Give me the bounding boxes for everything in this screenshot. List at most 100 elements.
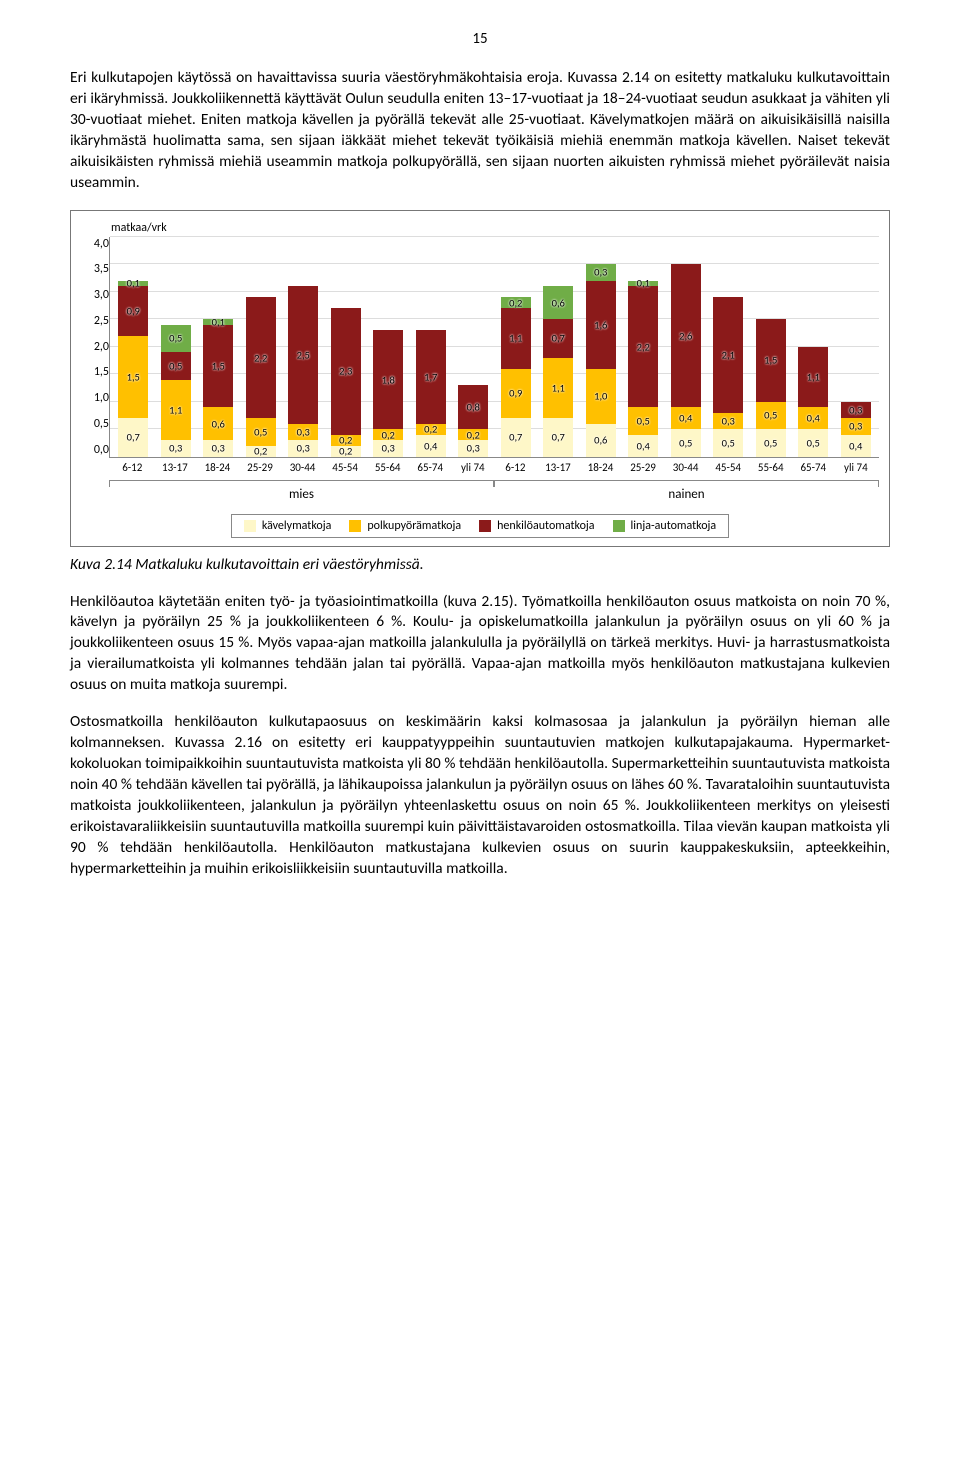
legend-label: polkupyörämatkoja xyxy=(367,519,461,533)
bar-value-label: 0,2 xyxy=(467,428,480,441)
ytick-label: 1,5 xyxy=(94,365,109,379)
bar-segment-walk: 0,7 xyxy=(501,418,531,457)
bar-segment-bike: 0,5 xyxy=(756,402,786,430)
bar-slot: 0,40,30,3 xyxy=(835,237,878,457)
bar-value-label: 0,1 xyxy=(212,315,225,328)
bar-slot: 0,30,32,5 xyxy=(282,237,325,457)
bar-segment-bus: 0,3 xyxy=(586,264,616,281)
bar-segment-walk: 0,3 xyxy=(288,440,318,457)
bar-value-label: 1,1 xyxy=(509,332,522,345)
paragraph-3: Ostosmatkoilla henkilöauton kulkutapaosu… xyxy=(70,712,890,879)
bar: 0,50,42,6 xyxy=(671,264,701,457)
bar-value-label: 0,7 xyxy=(127,431,140,444)
bar-value-label: 0,2 xyxy=(254,445,267,458)
bar: 0,30,20,8 xyxy=(458,385,488,457)
bar-value-label: 0,4 xyxy=(679,412,692,425)
bar-segment-car: 2,3 xyxy=(331,308,361,435)
bar-segment-car: 1,8 xyxy=(373,330,403,429)
bar: 0,61,01,60,3 xyxy=(586,264,616,457)
bar-value-label: 0,3 xyxy=(297,425,310,438)
bar-segment-walk: 0,4 xyxy=(628,435,658,457)
chart-group-axis: miesnainen xyxy=(109,480,879,502)
bar-value-label: 0,4 xyxy=(424,439,437,452)
bar-value-label: 0,7 xyxy=(552,332,565,345)
bar-value-label: 2,1 xyxy=(722,348,735,361)
legend-swatch xyxy=(349,520,361,532)
bar: 0,20,52,2 xyxy=(246,297,276,457)
bar-value-label: 1,1 xyxy=(552,381,565,394)
chart-legend: kävelymatkojapolkupyörämatkojahenkilöaut… xyxy=(231,514,729,538)
xtick-label: 6-12 xyxy=(494,461,537,474)
bar-segment-car: 1,1 xyxy=(798,347,828,408)
bar: 0,30,61,50,1 xyxy=(203,319,233,457)
bar-segment-walk: 0,3 xyxy=(161,440,191,457)
bar-segment-car: 2,1 xyxy=(713,297,743,413)
bar-segment-walk: 0,5 xyxy=(671,429,701,457)
bar-segment-bike: 1,1 xyxy=(543,358,573,419)
bar-value-label: 1,1 xyxy=(807,370,820,383)
legend-swatch xyxy=(479,520,491,532)
xtick-label: 13-17 xyxy=(537,461,580,474)
bar-segment-bus: 0,1 xyxy=(628,281,658,287)
bar: 0,20,2 2,3 xyxy=(331,308,361,457)
legend-label: henkilöautomatkoja xyxy=(497,519,594,533)
bar-value-label: 0,6 xyxy=(552,296,565,309)
bar-segment-walk: 0,3 xyxy=(458,440,488,457)
chart-ylabel: matkaa/vrk xyxy=(111,221,879,235)
bar-value-label: 0,3 xyxy=(212,442,225,455)
bar-segment-walk: 0,7 xyxy=(118,418,148,457)
chart-plot: 0,71,50,90,10,31,10,50,50,30,61,50,10,20… xyxy=(109,237,879,458)
bar-slot: 0,30,21,8 xyxy=(367,237,410,457)
bar-value-label: 0,5 xyxy=(679,436,692,449)
figure-caption: Kuva 2.14 Matkaluku kulkutavoittain eri … xyxy=(70,555,890,574)
ytick-label: 0,5 xyxy=(94,417,109,431)
bar-segment-bike: 0,3 xyxy=(713,413,743,430)
ytick-label: 3,5 xyxy=(94,262,109,276)
bar: 0,40,52,20,1 xyxy=(628,281,658,457)
bar-segment-bike: 0,9 xyxy=(501,369,531,419)
bar-value-label: 0,6 xyxy=(594,434,607,447)
bar-segment-bus: 0,1 xyxy=(203,319,233,325)
bar-segment-car: 1,6 xyxy=(586,281,616,369)
bar-segment-car: 0,7 xyxy=(543,319,573,358)
bar-value-label: 0,3 xyxy=(382,442,395,455)
bar-slot: 0,30,61,50,1 xyxy=(197,237,240,457)
bar-segment-bike: 0,2 xyxy=(331,435,361,446)
bar-segment-bus: 0,1 xyxy=(118,281,148,287)
bar-segment-bus: 0,5 xyxy=(161,325,191,353)
bar-segment-bike: 0,4 xyxy=(798,407,828,429)
bar-segment-bike: 0,6 xyxy=(203,407,233,440)
xtick-label: 45-54 xyxy=(707,461,750,474)
ytick-label: 4,0 xyxy=(94,237,109,251)
bar-segment-walk: 0,5 xyxy=(798,429,828,457)
bar: 0,30,21,8 xyxy=(373,330,403,457)
bar-value-label: 0,3 xyxy=(849,403,862,416)
bar-segment-walk: 0,6 xyxy=(586,424,616,457)
bar-segment-bus: 0,2 xyxy=(501,297,531,308)
bar: 0,70,9 1,1 0,2 xyxy=(501,297,531,457)
bar-value-label: 0,5 xyxy=(807,436,820,449)
bar-value-label: 0,9 xyxy=(127,304,140,317)
chart-container: matkaa/vrk 4,03,53,02,52,01,51,00,50,0 0… xyxy=(70,210,890,547)
legend-item: polkupyörämatkoja xyxy=(349,519,461,533)
bar-segment-bike: 0,4 xyxy=(671,407,701,429)
bar-segment-car: 1,5 xyxy=(756,319,786,402)
bar-segment-walk: 0,4 xyxy=(841,435,871,457)
bar-segment-bike: 0,2 xyxy=(416,424,446,435)
bar-value-label: 0,3 xyxy=(467,442,480,455)
bar-segment-walk: 0,2 xyxy=(331,446,361,457)
bar-segment-car: 0,3 xyxy=(841,402,871,419)
group-label: nainen xyxy=(494,480,879,502)
bar-slot: 0,61,01,60,3 xyxy=(580,237,623,457)
bar-segment-car: 0,5 xyxy=(161,352,191,380)
bar-segment-bike: 0,3 xyxy=(841,418,871,435)
legend-item: henkilöautomatkoja xyxy=(479,519,594,533)
legend-swatch xyxy=(244,520,256,532)
bar-value-label: 1,8 xyxy=(382,373,395,386)
bar-slot: 0,40,52,20,1 xyxy=(622,237,665,457)
bar-value-label: 2,3 xyxy=(339,365,352,378)
bar-value-label: 0,3 xyxy=(722,414,735,427)
bar-value-label: 0,1 xyxy=(637,277,650,290)
bar-slot: 0,50,42,6 xyxy=(665,237,708,457)
bar-value-label: 0,2 xyxy=(424,423,437,436)
